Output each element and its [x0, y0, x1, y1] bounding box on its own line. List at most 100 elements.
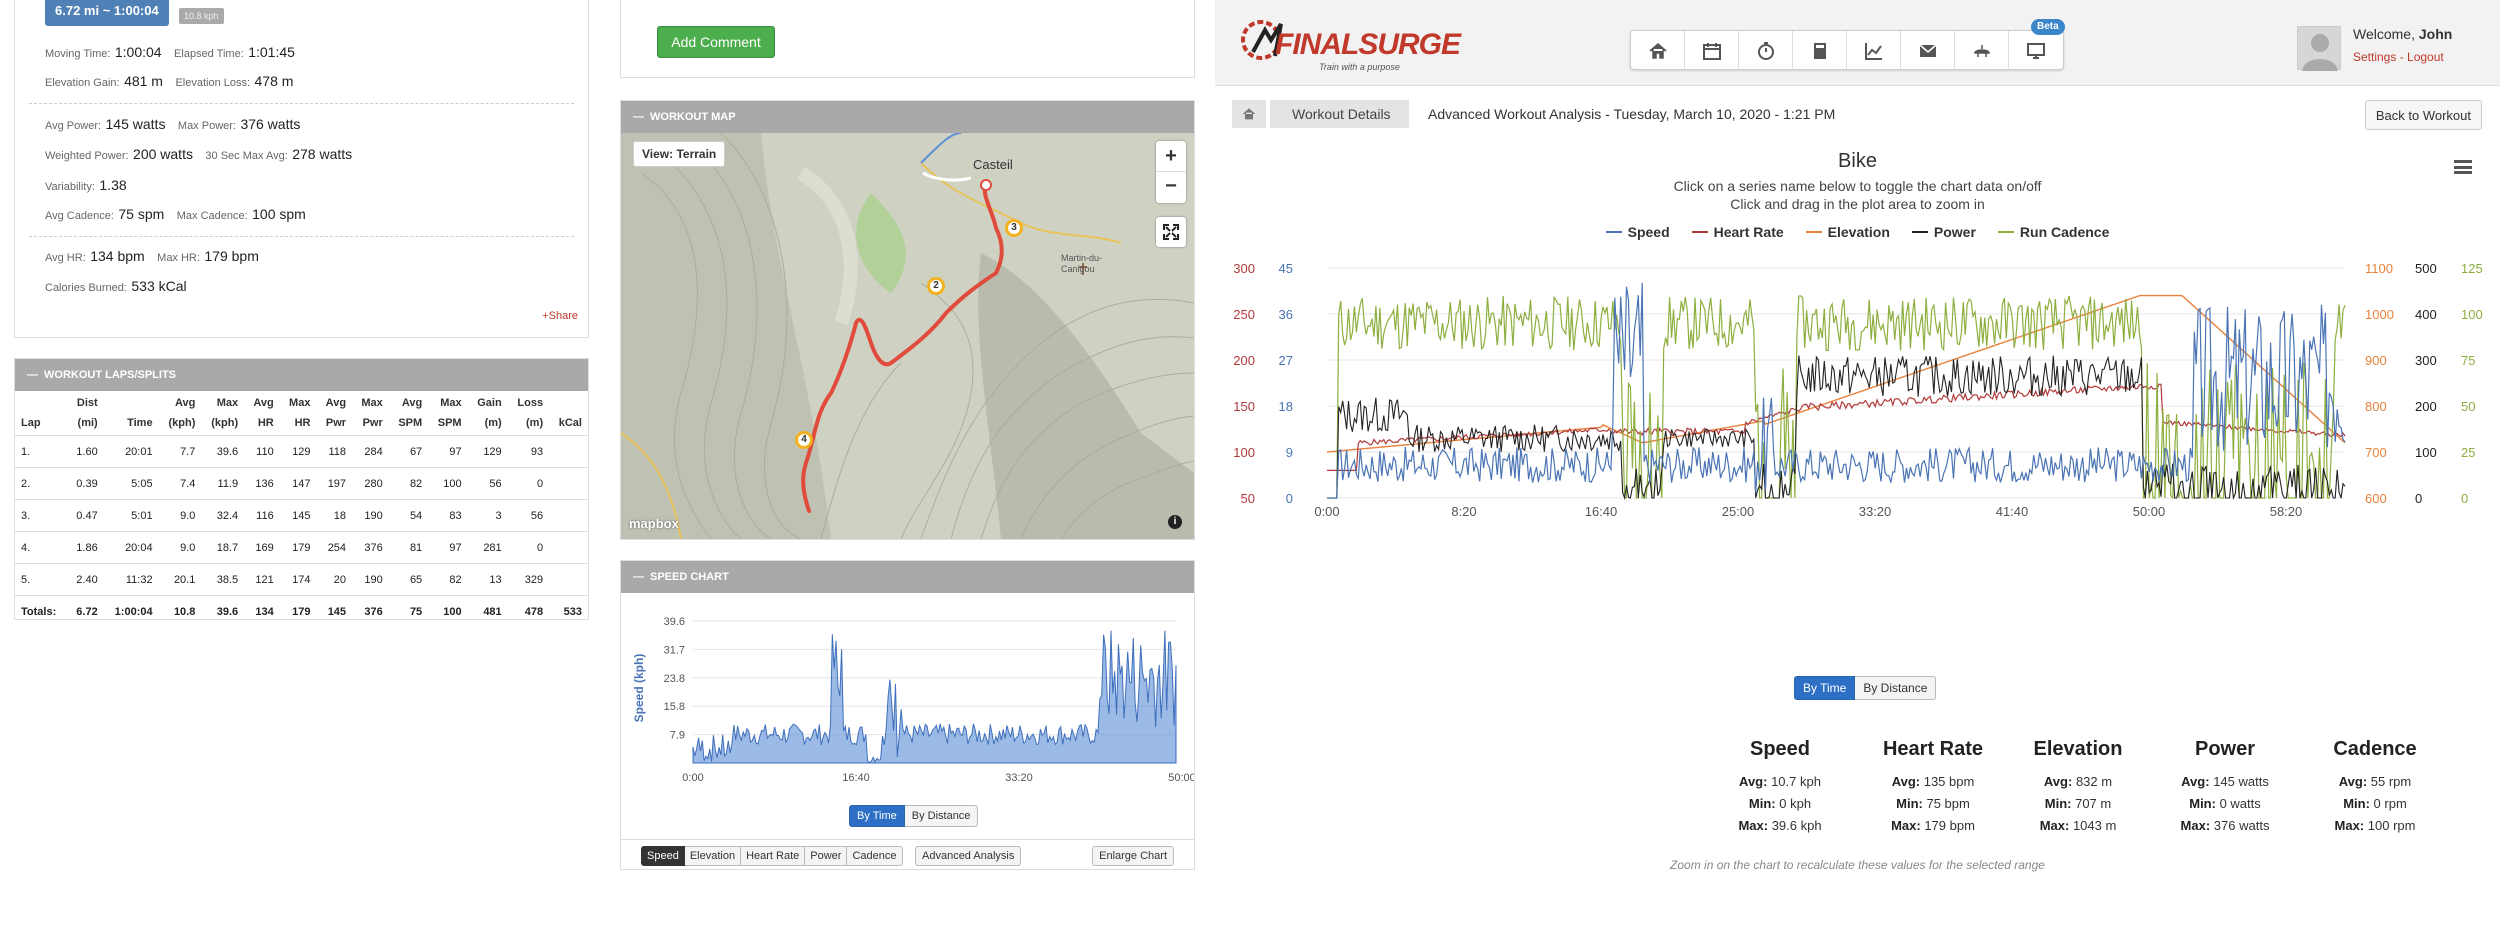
legend-swatch	[1997, 231, 2014, 233]
nav-calendar[interactable]	[1685, 31, 1739, 71]
table-cell: 9.0	[158, 531, 202, 564]
moving-time-row: Moving Time: 1:00:04 Elapsed Time: 1:01:…	[45, 44, 295, 62]
legend-label: Elevation	[1827, 224, 1890, 240]
speed-series	[1327, 282, 2346, 499]
speed-tick-label: 18	[1279, 399, 1293, 414]
workout-details-crumb[interactable]: Workout Details	[1270, 100, 1409, 128]
zoom-in-button[interactable]: +	[1156, 141, 1186, 172]
legend-item-elevation[interactable]: Elevation	[1805, 224, 1890, 240]
share-link[interactable]: +Share	[542, 310, 578, 322]
table-cell: 38.5	[201, 563, 245, 596]
header-line-2: Pwr	[362, 417, 383, 429]
laps-panel: — WORKOUT LAPS/SPLITS Lap Dist (mi) Time Avg (…	[14, 358, 589, 628]
metric-tabs: Speed Elevation Heart Rate Power Cadence	[641, 846, 903, 866]
nav-charts[interactable]	[1847, 31, 1901, 71]
header-line-1: Avg	[401, 397, 423, 409]
header-line-2: Lap	[21, 417, 41, 429]
stat-title: Heart Rate	[1882, 738, 1984, 760]
header-line-2: SPM	[398, 417, 423, 429]
legend-item-speed[interactable]: Speed	[1605, 224, 1670, 240]
nav-bike[interactable]	[1955, 31, 2009, 71]
map-marker-4[interactable]: 4	[795, 431, 813, 449]
nav-home[interactable]	[1631, 31, 1685, 71]
nav-stopwatch[interactable]	[1739, 31, 1793, 71]
logo-text: FINALSURGE	[1275, 28, 1461, 61]
nav-monitor[interactable]	[2009, 31, 2063, 71]
header-line-2: (m)	[484, 417, 502, 429]
speed-chart-header[interactable]: — SPEED CHART	[621, 561, 1194, 593]
speed-tick-label: 36	[1279, 307, 1293, 322]
laps-header[interactable]: — WORKOUT LAPS/SPLITS	[15, 359, 588, 391]
legend-swatch	[1805, 231, 1822, 233]
totals-cell: Totals:	[15, 595, 67, 628]
legend-item-run-cadence[interactable]: Run Cadence	[1997, 224, 2109, 240]
header-line-1: Gain	[477, 397, 502, 409]
map-panel: — WORKOUT MAP	[620, 100, 1195, 540]
stat-title: Elevation	[2033, 738, 2123, 760]
table-row[interactable]: 3. 0.47 5:01 9.0 32.4 116 145 18 190 54 83 3 56	[15, 499, 588, 532]
legend-label: Heart Rate	[1713, 224, 1784, 240]
home-crumb[interactable]	[1232, 100, 1266, 128]
info-icon[interactable]: i	[1168, 515, 1182, 529]
legend-item-heart-rate[interactable]: Heart Rate	[1691, 224, 1784, 240]
landmark-label: Martin-du-Canigou	[1061, 253, 1103, 274]
cadence-tick-label: 50	[2461, 399, 2475, 414]
speed-chart[interactable]: 39.6 31.7 23.8 15.8 7.9 0:00 16:40 33:20 50:00 Sp…	[621, 603, 1194, 783]
header-line-2: (m)	[526, 417, 544, 429]
logout-link[interactable]: Logout	[2407, 50, 2444, 64]
stat-heart-rate: Heart Rate Avg: 135 bpm Min: 75 bpm Max: 17…	[1833, 738, 2033, 837]
mail-icon	[1919, 44, 1936, 57]
stat-label: Min:	[2044, 796, 2072, 811]
stat-max: Max: 179 bpm	[1833, 815, 2033, 837]
tab-cadence[interactable]: Cadence	[847, 846, 903, 866]
chart-menu-icon[interactable]	[2454, 160, 2472, 174]
enlarge-chart-button[interactable]: Enlarge Chart	[1092, 846, 1174, 866]
map-title: WORKOUT MAP	[650, 111, 736, 123]
add-comment-button[interactable]: Add Comment	[657, 26, 775, 58]
nav-mail[interactable]	[1901, 31, 1955, 71]
advanced-analysis-button[interactable]: Advanced Analysis	[915, 846, 1022, 866]
laps-col-header: Avg Pwr	[316, 391, 352, 436]
fullscreen-icon[interactable]	[1156, 217, 1186, 247]
tab-heart-rate[interactable]: Heart Rate	[741, 846, 806, 866]
tab-elevation[interactable]: Elevation	[684, 846, 742, 866]
by-time-button[interactable]: By Time	[849, 805, 905, 827]
speed-chart-panel: — SPEED CHART 39.6 31.7 23.8 15.8 7.9 0:00 16:4…	[620, 560, 1195, 870]
laps-col-header: Max (kph)	[201, 391, 244, 436]
table-row[interactable]: 4. 1.86 20:04 9.0 18.7 169 179 254 376 81 97 281 0	[15, 531, 588, 564]
x-tick-label: 8:20	[1451, 504, 1476, 519]
header-line-2: Pwr	[325, 417, 347, 429]
table-cell: 280	[352, 467, 389, 500]
speed-tick-label: 45	[1279, 261, 1293, 276]
tab-power[interactable]: Power	[805, 846, 848, 866]
main-by-time-button[interactable]: By Time	[1794, 676, 1856, 700]
map-marker-3[interactable]: 3	[1005, 219, 1023, 237]
by-distance-button[interactable]: By Distance	[904, 805, 979, 827]
collapse-icon[interactable]: —	[633, 111, 644, 123]
app-logo[interactable]: FINALSURGE Train with a purpose	[1235, 16, 1461, 72]
stopwatch-icon	[1757, 42, 1774, 60]
terrain-map[interactable]: Casteil Martin-du-Canigou 2 3 4 View: Te…	[621, 133, 1194, 539]
tab-speed[interactable]: Speed	[641, 846, 685, 866]
header-line-2: HR	[294, 417, 311, 429]
main-by-distance-button[interactable]: By Distance	[1855, 676, 1937, 700]
legend-item-power[interactable]: Power	[1911, 224, 1976, 240]
collapse-icon[interactable]: —	[633, 571, 644, 583]
table-row[interactable]: 1. 1.60 20:01 7.7 39.6 110 129 118 284 67 97 129 93	[15, 435, 588, 468]
zoom-out-button[interactable]: −	[1165, 175, 1177, 197]
map-header[interactable]: — WORKOUT MAP	[621, 101, 1194, 133]
stat-power: Power Avg: 145 watts Min: 0 watts Max: 376 …	[2125, 738, 2325, 837]
table-row[interactable]: 5. 2.40 11:32 20.1 38.5 121 174 20 190 65 82 13 329	[15, 563, 588, 596]
nav-calculator[interactable]	[1793, 31, 1847, 71]
table-row[interactable]: 2. 0.39 5:05 7.4 11.9 136 147 197 280 82 100 56 0	[15, 467, 588, 500]
view-terrain-button[interactable]: View: Terrain	[633, 141, 726, 167]
collapse-icon[interactable]: —	[27, 369, 38, 381]
avatar[interactable]	[2297, 26, 2341, 71]
map-marker-2[interactable]: 2	[927, 277, 945, 295]
totals-cell: 6.72	[66, 595, 104, 628]
account-links: Settings - Logout	[2353, 50, 2444, 64]
back-to-workout-button[interactable]: Back to Workout	[2364, 100, 2482, 130]
settings-link[interactable]: Settings	[2353, 50, 2397, 64]
power-tick-label: 0	[2415, 491, 2422, 506]
